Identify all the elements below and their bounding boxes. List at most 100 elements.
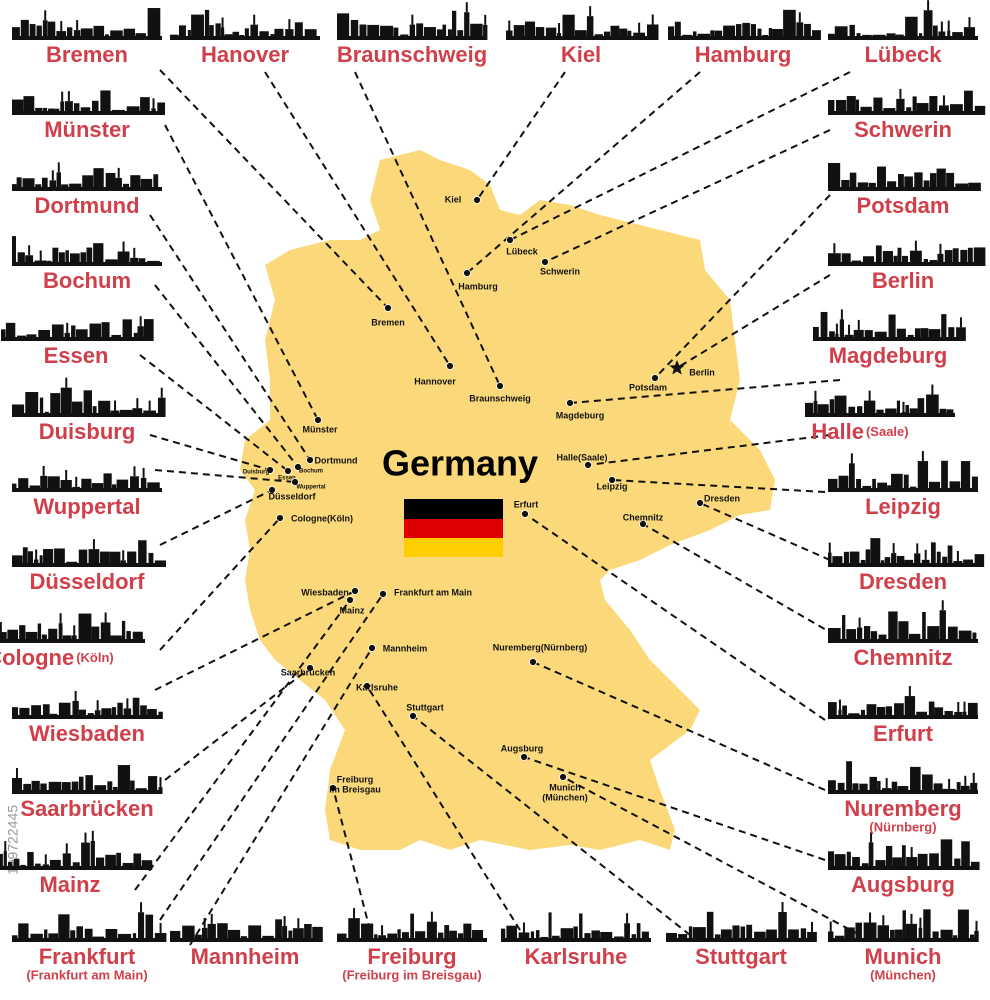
- building: [720, 929, 732, 942]
- building: [600, 931, 613, 942]
- outer-label-name: Dortmund: [34, 193, 139, 218]
- building: [40, 783, 47, 794]
- skyline: [12, 465, 162, 492]
- building: [828, 162, 841, 191]
- building: [153, 174, 159, 191]
- building: [135, 33, 146, 40]
- spire: [558, 23, 561, 34]
- spire: [899, 88, 902, 99]
- building: [633, 32, 646, 40]
- spire: [947, 20, 950, 31]
- building: [93, 168, 104, 191]
- city-label: Essen: [278, 476, 296, 482]
- outer-label-name: Leipzig: [865, 494, 941, 519]
- connector: [476, 71, 566, 201]
- building: [877, 706, 886, 719]
- spire: [4, 841, 7, 852]
- building: [86, 247, 93, 266]
- building: [104, 34, 109, 40]
- city-dot: [520, 753, 528, 761]
- building: [866, 704, 877, 719]
- outer-label-name: Essen: [44, 343, 109, 368]
- building: [207, 923, 216, 942]
- outer-label: Potsdam: [857, 193, 950, 218]
- city-dot: [306, 664, 314, 672]
- spire: [0, 622, 2, 633]
- building: [232, 31, 240, 40]
- spire: [968, 17, 971, 28]
- building: [804, 23, 811, 40]
- building: [44, 411, 49, 417]
- building: [424, 27, 436, 40]
- building: [154, 932, 167, 942]
- building: [928, 481, 941, 492]
- building: [452, 10, 457, 40]
- building: [939, 610, 946, 643]
- building: [853, 329, 864, 341]
- building: [895, 34, 904, 40]
- city-dot: [276, 514, 284, 522]
- building: [0, 853, 3, 870]
- building: [135, 788, 147, 794]
- building: [122, 319, 132, 341]
- building: [400, 34, 409, 40]
- spire: [910, 847, 913, 858]
- outer-label-name: Schwerin: [854, 117, 952, 142]
- spire: [589, 6, 592, 17]
- building: [5, 322, 16, 341]
- outer-label: Halle (Saale): [811, 419, 908, 444]
- building: [952, 32, 963, 40]
- building: [920, 328, 929, 341]
- building: [949, 481, 961, 492]
- skyline-base: [0, 866, 145, 870]
- building: [906, 107, 912, 115]
- building: [928, 329, 941, 341]
- spire: [781, 902, 784, 913]
- building: [397, 929, 401, 942]
- outer-label-name: Stuttgart: [695, 944, 787, 969]
- building: [863, 626, 871, 643]
- building: [239, 34, 245, 40]
- spire: [297, 918, 300, 929]
- building: [42, 20, 48, 40]
- building: [968, 182, 981, 191]
- connector: [676, 274, 831, 369]
- city-label: Berlin: [689, 367, 715, 377]
- building: [58, 914, 70, 942]
- building: [882, 788, 892, 794]
- outer-label-name: Düsseldorf: [30, 569, 146, 594]
- building: [12, 707, 19, 719]
- spire: [139, 316, 142, 327]
- building: [47, 260, 52, 266]
- building: [112, 786, 118, 794]
- building: [666, 932, 677, 942]
- building: [140, 97, 150, 115]
- skyline: [828, 686, 978, 719]
- building: [50, 393, 61, 417]
- building: [848, 406, 856, 417]
- building: [93, 243, 104, 266]
- outer-label: Karlsruhe: [525, 944, 628, 969]
- building: [47, 21, 56, 40]
- building: [31, 705, 42, 719]
- building: [409, 24, 416, 40]
- building: [42, 864, 49, 870]
- building: [974, 930, 979, 942]
- outer-label-name: Frankfurt: [39, 944, 136, 969]
- building: [807, 931, 817, 942]
- building: [856, 479, 862, 492]
- building: [39, 555, 43, 567]
- spire: [253, 14, 256, 25]
- outer-label: Stuttgart: [695, 944, 787, 969]
- building: [140, 705, 147, 719]
- building: [917, 461, 929, 492]
- building: [838, 475, 849, 492]
- city-dot: [473, 196, 481, 204]
- building: [13, 858, 20, 870]
- spire: [833, 243, 836, 254]
- spire: [927, 0, 930, 11]
- building: [132, 697, 140, 719]
- skyline: [12, 162, 162, 191]
- building: [714, 934, 721, 942]
- building: [956, 327, 966, 341]
